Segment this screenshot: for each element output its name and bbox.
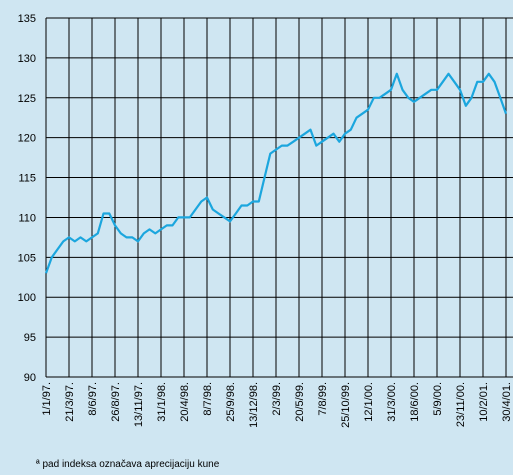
x-tick-label: 10/2/01. [478,382,490,422]
y-tick-label: 110 [18,212,36,224]
x-tick-label: 2/3/99. [271,382,283,416]
x-tick-label: 21/3/97. [64,382,76,422]
x-tick-label: 26/8/97. [110,382,122,422]
y-tick-label: 125 [18,93,36,105]
y-tick-label: 105 [18,252,36,264]
x-tick-label: 31/1/98. [156,382,168,422]
x-tick-label: 25/10/99. [340,382,352,428]
x-tick-label: 1/1/97. [41,382,53,416]
x-tick-label: 20/4/98. [179,382,191,422]
line-series [44,72,508,274]
y-tick-label: 130 [18,53,36,65]
x-tick-label: 23/11/00. [455,382,467,427]
x-tick-label: 31/3/00. [386,382,398,422]
y-tick-label: 100 [18,292,36,304]
x-tick-label: 8/7/98. [202,382,214,416]
x-tick-label: 13/12/98. [248,382,260,428]
x-tick-label: 8/6/97. [87,382,99,416]
footnote: ª pad indeksa označava aprecijaciju kune [36,459,220,470]
x-tick-label: 20/5/99. [294,382,306,422]
x-tick-label: 7/8/99. [317,382,329,416]
x-tick-label: 30/4/01. [501,382,513,422]
y-tick-label: 115 [18,173,36,185]
x-tick-label: 5/9/00. [432,382,444,416]
x-tick-label: 25/9/98. [225,382,237,422]
y-tick-label: 95 [24,332,36,344]
x-tick-label: 13/11/97. [133,382,145,427]
x-tick-label: 18/6/00. [409,382,421,422]
y-tick-label: 90 [24,372,36,384]
x-tick-label: 12/1/00. [363,382,375,422]
y-tick-label: 120 [18,133,36,145]
y-tick-label: 135 [18,13,36,25]
